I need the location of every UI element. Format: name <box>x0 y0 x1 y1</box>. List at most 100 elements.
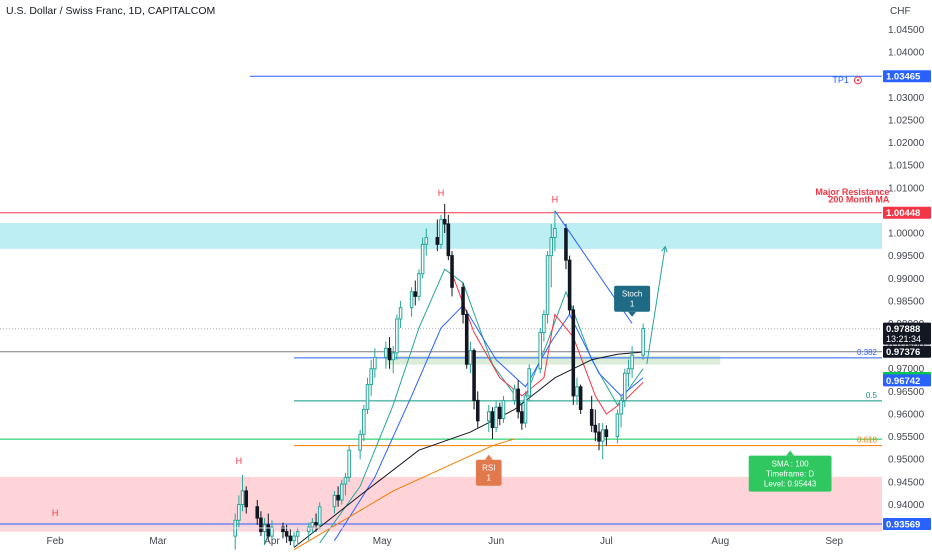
candle-body <box>615 413 620 438</box>
chart-title: U.S. Dollar / Swiss Franc, 1D, CAPITALCO… <box>6 5 215 17</box>
price-tag-6 <box>883 517 931 530</box>
zone-1 <box>0 476 882 532</box>
callout-text: RSI <box>482 464 495 473</box>
price-tick-label: 1.04000 <box>888 48 925 59</box>
candle-body <box>284 531 289 537</box>
candle-body <box>259 517 263 533</box>
price-tick-label: 0.95000 <box>888 455 925 466</box>
candle-body <box>270 526 274 537</box>
price-tick-label: 0.96500 <box>888 387 925 398</box>
candle-body <box>538 332 543 370</box>
annotation-label: H <box>438 188 445 198</box>
candle-body <box>413 291 418 297</box>
candle-body <box>373 356 377 370</box>
moving-averages-layer <box>293 268 644 551</box>
candle-body <box>619 399 623 415</box>
callout-pointer <box>628 311 637 317</box>
candle-body <box>398 307 403 320</box>
candle-body <box>475 399 480 422</box>
price-tag-3 <box>883 345 931 358</box>
candle-body <box>567 259 572 311</box>
price-tag-text: 0.97376 <box>886 347 920 358</box>
candle-body <box>266 524 271 537</box>
price-tick-label: 1.03000 <box>888 93 925 104</box>
candle-body <box>486 411 491 422</box>
candle-body <box>571 309 576 397</box>
candle-body <box>358 433 362 451</box>
candle-body <box>641 327 645 356</box>
annotation-label: H <box>552 195 559 205</box>
candle-body <box>564 227 568 261</box>
candle-body <box>420 243 425 275</box>
candle-body <box>435 237 440 245</box>
candle-body <box>384 347 388 358</box>
price-tag-1 <box>883 206 931 219</box>
candle-body <box>314 522 318 526</box>
candle-body <box>597 431 601 442</box>
price-tag-2 <box>883 322 931 345</box>
candle-body <box>600 429 605 442</box>
price-tag-text: 0.96742 <box>886 376 920 387</box>
candle-body <box>369 368 373 386</box>
price-tag-0 <box>883 70 931 83</box>
moving-average-2 <box>451 273 644 415</box>
candle-body <box>468 350 473 365</box>
candle-body <box>306 526 311 533</box>
fib-label: 0.382 <box>857 348 878 357</box>
candle-body <box>417 273 421 297</box>
candle-body <box>604 429 609 438</box>
target-icon <box>853 76 862 85</box>
price-tick-label: 0.99000 <box>888 274 925 285</box>
callout-text: Stoch <box>622 290 642 299</box>
candle-body <box>347 449 351 478</box>
candle-body <box>501 399 506 420</box>
callout-pointer <box>484 454 493 460</box>
candle-body <box>332 494 337 508</box>
candle-body <box>498 406 502 420</box>
time-tick-label: May <box>373 536 392 547</box>
candle-body <box>523 395 528 424</box>
candle-body <box>464 313 469 365</box>
candle-body <box>630 354 634 370</box>
trend-line-1 <box>646 246 666 365</box>
price-tag-text: 0.93569 <box>886 519 920 530</box>
candle-body <box>424 237 429 245</box>
candle-body <box>549 237 554 257</box>
annotation-label: H <box>52 508 59 518</box>
candle-body <box>578 386 583 410</box>
candle-body <box>281 526 285 533</box>
price-tag-5 <box>883 374 931 387</box>
candle-body <box>288 535 293 542</box>
candle-body <box>362 408 366 435</box>
price-tag-text: 1.00448 <box>886 208 920 219</box>
callout-text: SMA : 100 <box>772 460 809 469</box>
price-tag-countdown: 13:21:34 <box>886 334 921 344</box>
price-tick-label: 1.01500 <box>888 161 925 172</box>
candle-body <box>575 386 579 397</box>
callout-text: 1 <box>487 474 492 483</box>
price-tag-text: 0.97888 <box>886 324 920 335</box>
candle-body <box>520 411 524 424</box>
candle-body <box>365 384 370 410</box>
candle-body <box>387 347 392 361</box>
price-tick-label: 0.95500 <box>888 432 925 443</box>
candle-body <box>527 368 531 397</box>
moving-average-1 <box>333 304 644 541</box>
callout-box-1 <box>475 459 502 486</box>
candle-body <box>439 218 443 245</box>
callout-text: Timeframe: D <box>766 470 814 479</box>
candle-body <box>593 424 598 433</box>
price-tick-label: 0.97000 <box>888 364 925 375</box>
candle-body <box>391 352 396 361</box>
time-tick-label: Apr <box>264 536 280 547</box>
price-tick-label: 0.94500 <box>888 477 925 488</box>
callout-text: Level: 0.95443 <box>764 480 817 489</box>
candle-body <box>450 255 454 288</box>
candle-body <box>317 506 322 526</box>
price-tick-label: 0.96000 <box>888 409 925 420</box>
trend-arrow-head <box>661 245 668 253</box>
time-tick-label: Sep <box>825 536 843 547</box>
